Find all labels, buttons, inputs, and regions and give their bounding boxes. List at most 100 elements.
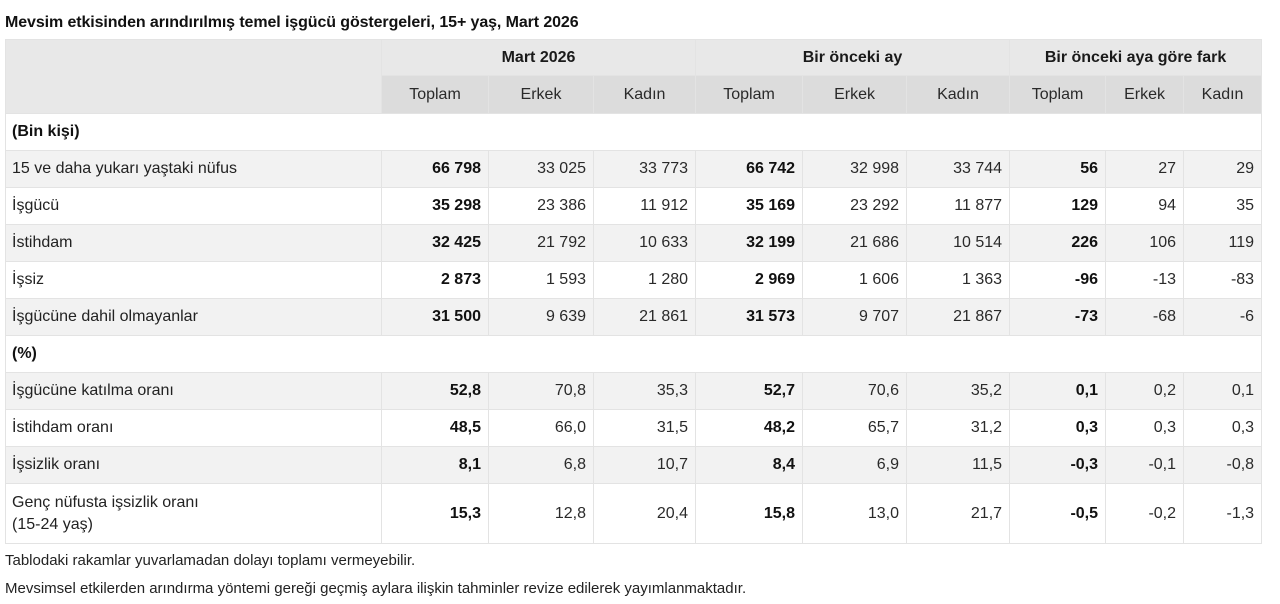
value-cell: 1 606 (802, 261, 908, 299)
table-title: Mevsim etkisinden arındırılmış temel işg… (5, 14, 579, 31)
sub-header-total: Toplam (381, 75, 489, 114)
value-cell: 106 (1105, 224, 1185, 262)
row-label: İşsiz (5, 261, 382, 299)
value-cell: 70,8 (488, 372, 594, 410)
section-row: (%) (4, 335, 1263, 373)
value-cell: 21 686 (802, 224, 908, 262)
value-cell: 6,9 (802, 446, 908, 484)
value-cell: 35 298 (381, 187, 489, 225)
table-row: İstihdam 32 425 21 792 10 633 32 199 21 686 10… (5, 224, 1263, 262)
value-cell: 66 742 (695, 150, 804, 188)
row-label: İşgücüne katılma oranı (5, 372, 382, 410)
value-cell: 15,3 (381, 483, 489, 544)
group-header-row: Mart 2026 Bir önceki ay Bir önceki aya g… (5, 39, 1263, 114)
value-cell: -68 (1105, 298, 1185, 336)
value-cell: 32 998 (802, 150, 908, 188)
table-row: İşsizlik oranı 8,1 6,8 10,7 8,4 6,9 11,5 -0,3 -0… (5, 446, 1263, 484)
value-cell: 1 593 (488, 261, 594, 299)
value-cell: 48,2 (695, 409, 804, 447)
group-header-difference: Bir önceki aya göre fark (1009, 39, 1263, 76)
value-cell: 11 877 (906, 187, 1011, 225)
value-cell: 11,5 (906, 446, 1011, 484)
note-rounding: Tablodaki rakamlar yuvarlamadan dolayı t… (5, 552, 416, 569)
value-cell: 21 861 (592, 298, 697, 336)
table-row: İşgücüne dahil olmayanlar 31 500 9 639 21 8… (5, 298, 1263, 336)
table-row: İstihdam oranı 48,5 66,0 31,5 48,2 65,7 31,2 0,… (5, 409, 1263, 447)
value-cell: 8,4 (695, 446, 804, 484)
value-cell: 21,7 (906, 483, 1011, 544)
row-label: İstihdam (5, 224, 382, 262)
value-cell: 31 573 (695, 298, 804, 336)
labour-indicators-table: Mart 2026 Bir önceki ay Bir önceki aya g… (4, 39, 1263, 544)
table-row: 15 ve daha yukarı yaştaki nüfus 66 798 33 … (5, 150, 1263, 188)
value-cell: 12,8 (488, 483, 594, 544)
value-cell: 10 514 (906, 224, 1011, 262)
value-cell: 23 292 (802, 187, 908, 225)
note-seasonal-revision: Mevsimsel etkilerden arındırma yöntemi g… (5, 580, 747, 597)
value-cell: 9 707 (802, 298, 908, 336)
value-cell: 65,7 (802, 409, 908, 447)
sub-header-male: Erkek (488, 75, 594, 114)
value-cell: -0,5 (1009, 483, 1107, 544)
value-cell: 226 (1009, 224, 1107, 262)
sub-header-male: Erkek (802, 75, 908, 114)
value-cell: -1,3 (1183, 483, 1263, 544)
value-cell: 11 912 (592, 187, 697, 225)
row-label: İşgücüne dahil olmayanlar (5, 298, 382, 336)
value-cell: 20,4 (592, 483, 697, 544)
section-label: (%) (4, 335, 1263, 373)
value-cell: 27 (1105, 150, 1185, 188)
value-cell: 0,3 (1009, 409, 1107, 447)
sub-header-female: Kadın (1183, 75, 1263, 114)
value-cell: 21 867 (906, 298, 1011, 336)
value-cell: 35 (1183, 187, 1263, 225)
value-cell: 35,3 (592, 372, 697, 410)
value-cell: -0,8 (1183, 446, 1263, 484)
sub-header-male: Erkek (1105, 75, 1185, 114)
value-cell: 1 363 (906, 261, 1011, 299)
value-cell: 94 (1105, 187, 1185, 225)
value-cell: 0,2 (1105, 372, 1185, 410)
value-cell: 56 (1009, 150, 1107, 188)
value-cell: 33 773 (592, 150, 697, 188)
row-label-line1: Genç nüfusta işsizlik oranı (12, 493, 199, 511)
value-cell: 66,0 (488, 409, 594, 447)
value-cell: 119 (1183, 224, 1263, 262)
corner-header-cell (5, 39, 382, 114)
value-cell: 52,7 (695, 372, 804, 410)
value-cell: 129 (1009, 187, 1107, 225)
value-cell: -83 (1183, 261, 1263, 299)
value-cell: -96 (1009, 261, 1107, 299)
section-label: (Bin kişi) (4, 113, 1263, 151)
value-cell: 2 969 (695, 261, 804, 299)
group-header-current-month: Mart 2026 (380, 39, 697, 76)
value-cell: -0,1 (1105, 446, 1185, 484)
value-cell: 0,1 (1009, 372, 1107, 410)
value-cell: 6,8 (488, 446, 594, 484)
sub-header-total: Toplam (1009, 75, 1107, 114)
sub-header-total: Toplam (695, 75, 804, 114)
value-cell: 21 792 (488, 224, 594, 262)
value-cell: 35,2 (906, 372, 1011, 410)
value-cell: 33 025 (488, 150, 594, 188)
value-cell: -0,3 (1009, 446, 1107, 484)
row-label: İşgücü (5, 187, 382, 225)
value-cell: 66 798 (381, 150, 489, 188)
value-cell: 15,8 (695, 483, 804, 544)
value-cell: 32 425 (381, 224, 489, 262)
value-cell: -13 (1105, 261, 1185, 299)
section-row: (Bin kişi) (4, 113, 1263, 151)
value-cell: 0,3 (1183, 409, 1263, 447)
value-cell: 23 386 (488, 187, 594, 225)
row-label-line2: (15-24 yaş) (12, 515, 93, 533)
value-cell: 52,8 (381, 372, 489, 410)
value-cell: 8,1 (381, 446, 489, 484)
row-label: 15 ve daha yukarı yaştaki nüfus (5, 150, 382, 188)
sub-header-female: Kadın (906, 75, 1011, 114)
value-cell: -0,2 (1105, 483, 1185, 544)
value-cell: 0,1 (1183, 372, 1263, 410)
value-cell: 13,0 (802, 483, 908, 544)
row-label: İstihdam oranı (5, 409, 382, 447)
value-cell: -6 (1183, 298, 1263, 336)
table-row: Genç nüfusta işsizlik oranı (15-24 yaş) 15… (5, 483, 1263, 544)
